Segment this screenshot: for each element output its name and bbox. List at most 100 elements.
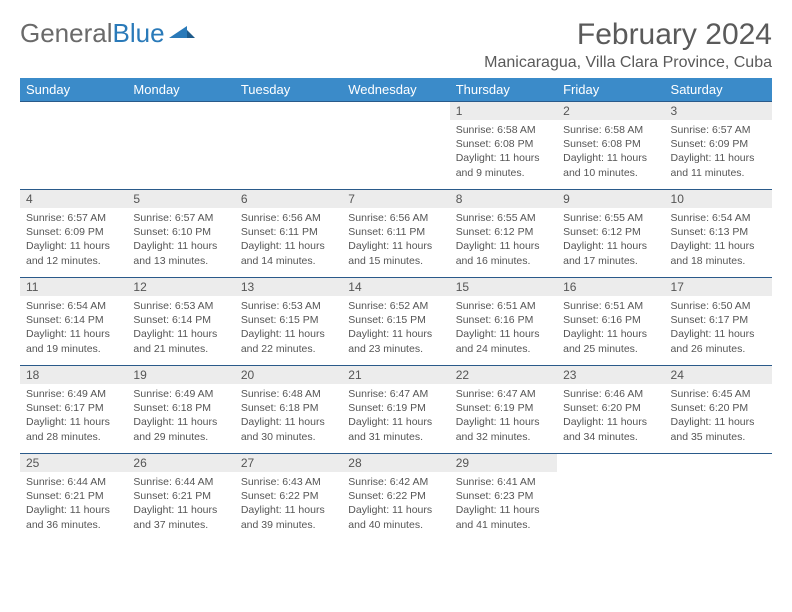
month-title: February 2024 — [484, 18, 772, 52]
weekday-header: Thursday — [450, 78, 557, 102]
day-details: Sunrise: 6:46 AMSunset: 6:20 PMDaylight:… — [557, 384, 664, 450]
sunrise-line: Sunrise: 6:57 AM — [26, 211, 121, 225]
day-cell: 26Sunrise: 6:44 AMSunset: 6:21 PMDayligh… — [127, 454, 234, 542]
sunset-line: Sunset: 6:23 PM — [456, 489, 551, 503]
daylight-line: Daylight: 11 hours and 36 minutes. — [26, 503, 121, 531]
blank-cell — [557, 454, 664, 542]
day-details: Sunrise: 6:55 AMSunset: 6:12 PMDaylight:… — [450, 208, 557, 274]
blank-cell — [127, 102, 234, 190]
day-number: 13 — [235, 278, 342, 296]
day-details: Sunrise: 6:42 AMSunset: 6:22 PMDaylight:… — [342, 472, 449, 538]
blank-cell — [20, 102, 127, 190]
day-number: 11 — [20, 278, 127, 296]
daylight-line: Daylight: 11 hours and 34 minutes. — [563, 415, 658, 443]
day-number: 12 — [127, 278, 234, 296]
day-cell: 21Sunrise: 6:47 AMSunset: 6:19 PMDayligh… — [342, 366, 449, 454]
day-number: 2 — [557, 102, 664, 120]
calendar-table: SundayMondayTuesdayWednesdayThursdayFrid… — [20, 78, 772, 542]
daylight-line: Daylight: 11 hours and 15 minutes. — [348, 239, 443, 267]
sunrise-line: Sunrise: 6:53 AM — [133, 299, 228, 313]
sunset-line: Sunset: 6:20 PM — [563, 401, 658, 415]
day-number: 20 — [235, 366, 342, 384]
sunrise-line: Sunrise: 6:58 AM — [563, 123, 658, 137]
sunset-line: Sunset: 6:15 PM — [348, 313, 443, 327]
day-details: Sunrise: 6:41 AMSunset: 6:23 PMDaylight:… — [450, 472, 557, 538]
sunset-line: Sunset: 6:19 PM — [348, 401, 443, 415]
sunset-line: Sunset: 6:14 PM — [133, 313, 228, 327]
location-text: Manicaragua, Villa Clara Province, Cuba — [484, 54, 772, 72]
day-cell: 17Sunrise: 6:50 AMSunset: 6:17 PMDayligh… — [665, 278, 772, 366]
sunrise-line: Sunrise: 6:44 AM — [26, 475, 121, 489]
day-number: 4 — [20, 190, 127, 208]
sunset-line: Sunset: 6:18 PM — [241, 401, 336, 415]
day-details: Sunrise: 6:43 AMSunset: 6:22 PMDaylight:… — [235, 472, 342, 538]
daylight-line: Daylight: 11 hours and 11 minutes. — [671, 151, 766, 179]
calendar-row: 11Sunrise: 6:54 AMSunset: 6:14 PMDayligh… — [20, 278, 772, 366]
weekday-header: Saturday — [665, 78, 772, 102]
sunrise-line: Sunrise: 6:56 AM — [241, 211, 336, 225]
day-cell: 29Sunrise: 6:41 AMSunset: 6:23 PMDayligh… — [450, 454, 557, 542]
day-cell: 28Sunrise: 6:42 AMSunset: 6:22 PMDayligh… — [342, 454, 449, 542]
daylight-line: Daylight: 11 hours and 18 minutes. — [671, 239, 766, 267]
sunrise-line: Sunrise: 6:58 AM — [456, 123, 551, 137]
daylight-line: Daylight: 11 hours and 17 minutes. — [563, 239, 658, 267]
day-details: Sunrise: 6:50 AMSunset: 6:17 PMDaylight:… — [665, 296, 772, 362]
day-details: Sunrise: 6:57 AMSunset: 6:09 PMDaylight:… — [665, 120, 772, 186]
daylight-line: Daylight: 11 hours and 10 minutes. — [563, 151, 658, 179]
day-number: 29 — [450, 454, 557, 472]
weekday-header: Sunday — [20, 78, 127, 102]
day-details: Sunrise: 6:56 AMSunset: 6:11 PMDaylight:… — [342, 208, 449, 274]
day-details: Sunrise: 6:45 AMSunset: 6:20 PMDaylight:… — [665, 384, 772, 450]
day-cell: 13Sunrise: 6:53 AMSunset: 6:15 PMDayligh… — [235, 278, 342, 366]
day-details: Sunrise: 6:57 AMSunset: 6:10 PMDaylight:… — [127, 208, 234, 274]
sunset-line: Sunset: 6:16 PM — [456, 313, 551, 327]
sunrise-line: Sunrise: 6:49 AM — [133, 387, 228, 401]
day-details: Sunrise: 6:51 AMSunset: 6:16 PMDaylight:… — [450, 296, 557, 362]
day-details: Sunrise: 6:57 AMSunset: 6:09 PMDaylight:… — [20, 208, 127, 274]
day-cell: 19Sunrise: 6:49 AMSunset: 6:18 PMDayligh… — [127, 366, 234, 454]
day-details: Sunrise: 6:44 AMSunset: 6:21 PMDaylight:… — [20, 472, 127, 538]
blank-cell — [665, 454, 772, 542]
day-details: Sunrise: 6:47 AMSunset: 6:19 PMDaylight:… — [342, 384, 449, 450]
day-cell: 1Sunrise: 6:58 AMSunset: 6:08 PMDaylight… — [450, 102, 557, 190]
daylight-line: Daylight: 11 hours and 12 minutes. — [26, 239, 121, 267]
sunset-line: Sunset: 6:16 PM — [563, 313, 658, 327]
logo: GeneralBlue — [20, 18, 195, 49]
day-number: 6 — [235, 190, 342, 208]
sunrise-line: Sunrise: 6:47 AM — [348, 387, 443, 401]
sunset-line: Sunset: 6:11 PM — [241, 225, 336, 239]
day-number: 26 — [127, 454, 234, 472]
day-number: 24 — [665, 366, 772, 384]
day-number: 27 — [235, 454, 342, 472]
daylight-line: Daylight: 11 hours and 28 minutes. — [26, 415, 121, 443]
day-details: Sunrise: 6:53 AMSunset: 6:14 PMDaylight:… — [127, 296, 234, 362]
sunset-line: Sunset: 6:09 PM — [671, 137, 766, 151]
daylight-line: Daylight: 11 hours and 32 minutes. — [456, 415, 551, 443]
day-cell: 24Sunrise: 6:45 AMSunset: 6:20 PMDayligh… — [665, 366, 772, 454]
weekday-header: Friday — [557, 78, 664, 102]
day-number: 1 — [450, 102, 557, 120]
sunset-line: Sunset: 6:13 PM — [671, 225, 766, 239]
sunset-line: Sunset: 6:08 PM — [456, 137, 551, 151]
daylight-line: Daylight: 11 hours and 39 minutes. — [241, 503, 336, 531]
sunset-line: Sunset: 6:20 PM — [671, 401, 766, 415]
sunset-line: Sunset: 6:10 PM — [133, 225, 228, 239]
daylight-line: Daylight: 11 hours and 13 minutes. — [133, 239, 228, 267]
day-number: 8 — [450, 190, 557, 208]
sunset-line: Sunset: 6:22 PM — [241, 489, 336, 503]
daylight-line: Daylight: 11 hours and 22 minutes. — [241, 327, 336, 355]
daylight-line: Daylight: 11 hours and 14 minutes. — [241, 239, 336, 267]
sunset-line: Sunset: 6:15 PM — [241, 313, 336, 327]
day-number: 25 — [20, 454, 127, 472]
day-details: Sunrise: 6:56 AMSunset: 6:11 PMDaylight:… — [235, 208, 342, 274]
sunrise-line: Sunrise: 6:49 AM — [26, 387, 121, 401]
sunset-line: Sunset: 6:12 PM — [456, 225, 551, 239]
sunrise-line: Sunrise: 6:55 AM — [456, 211, 551, 225]
day-details: Sunrise: 6:49 AMSunset: 6:17 PMDaylight:… — [20, 384, 127, 450]
logo-text-gray: General — [20, 18, 113, 49]
day-details: Sunrise: 6:47 AMSunset: 6:19 PMDaylight:… — [450, 384, 557, 450]
day-cell: 12Sunrise: 6:53 AMSunset: 6:14 PMDayligh… — [127, 278, 234, 366]
sunrise-line: Sunrise: 6:45 AM — [671, 387, 766, 401]
daylight-line: Daylight: 11 hours and 21 minutes. — [133, 327, 228, 355]
day-number: 28 — [342, 454, 449, 472]
